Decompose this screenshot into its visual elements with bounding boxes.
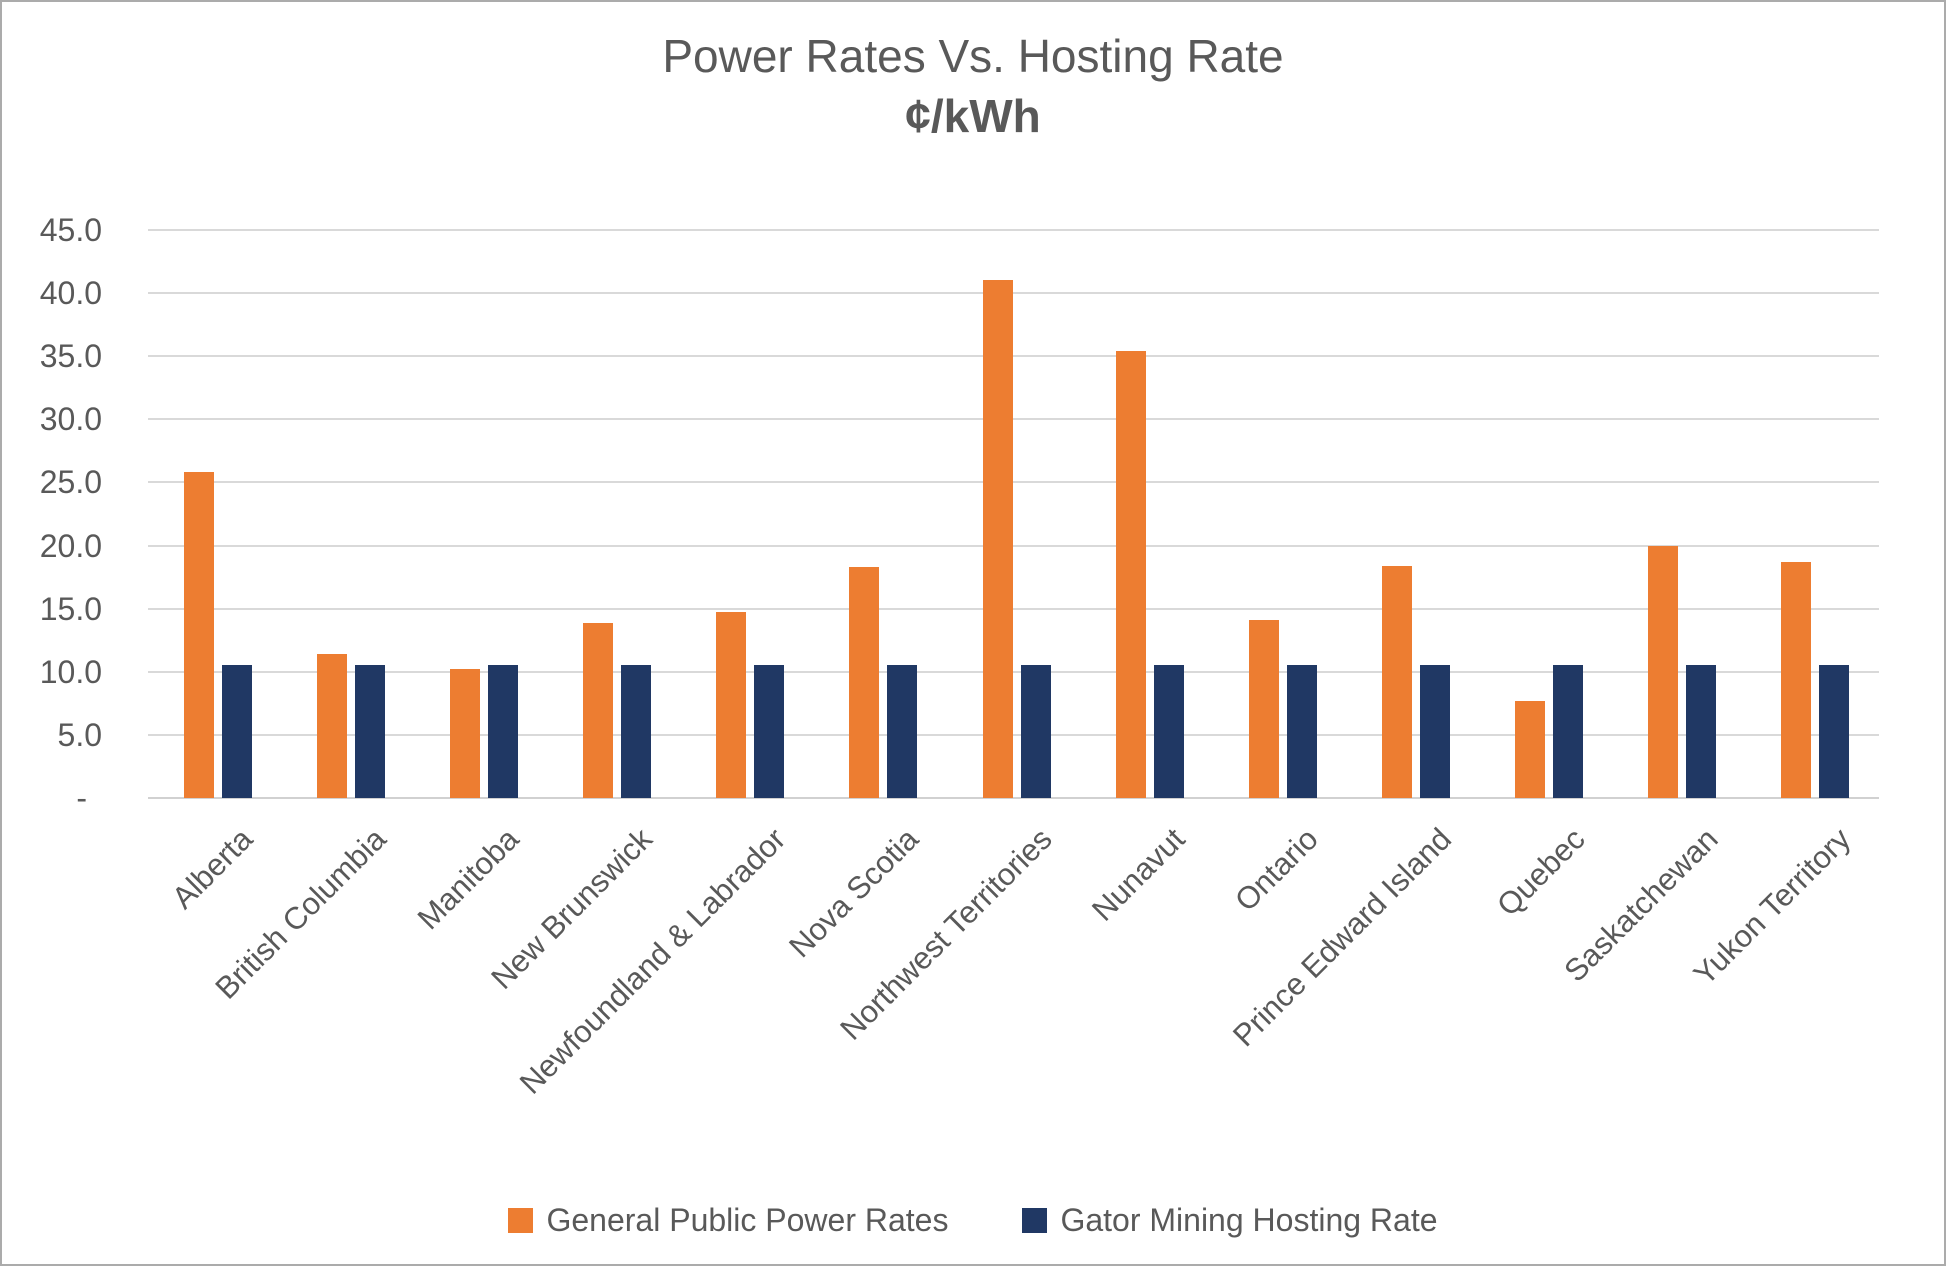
- legend-label-power-rates: General Public Power Rates: [546, 1202, 949, 1238]
- power-rate-bar: [449, 669, 480, 798]
- chart-title-block: Power Rates Vs. Hosting Rate ¢/kWh: [2, 28, 1944, 144]
- power-rate-bar: [849, 567, 880, 798]
- hosting-rate-bar: [1553, 665, 1584, 798]
- power-rate-bar: [1781, 561, 1812, 798]
- hosting-rate-bar: [1153, 665, 1184, 798]
- hosting-rate-bar: [1419, 665, 1450, 798]
- power-rate-bar: [183, 472, 214, 798]
- x-axis-label: Alberta: [165, 821, 260, 916]
- x-axis-label: Ontario: [1228, 821, 1325, 918]
- y-axis-tick-label: 25.0: [39, 464, 102, 501]
- y-axis-tick-label: -: [76, 780, 87, 816]
- power-rate-bar: [1515, 700, 1546, 798]
- x-axis-label: Nova Scotia: [782, 821, 926, 965]
- gridline: [148, 544, 1879, 547]
- gridline: [148, 292, 1879, 295]
- hosting-rate-bar: [754, 665, 785, 798]
- legend-label-hosting-rate: Gator Mining Hosting Rate: [1060, 1202, 1438, 1238]
- hosting-rate-bar: [1286, 665, 1317, 798]
- chart-subtitle: ¢/kWh: [905, 90, 1041, 142]
- legend-item: General Public Power Rates: [508, 1202, 948, 1238]
- gridline: [148, 733, 1879, 736]
- hosting-rate-bar: [1020, 665, 1051, 798]
- y-axis-tick-label: 5.0: [57, 716, 102, 753]
- chart-title: Power Rates Vs. Hosting Rate: [662, 30, 1284, 82]
- x-axis-label: Prince Edward Island: [1226, 821, 1459, 1054]
- power-rate-bar: [716, 612, 747, 798]
- gridline: [148, 481, 1879, 484]
- gridline: [148, 670, 1879, 673]
- x-axis-line: [148, 797, 1879, 799]
- legend-swatch-hosting-rate: [1022, 1207, 1048, 1233]
- x-axis-label: Newfoundland & Labrador: [512, 821, 793, 1101]
- legend-swatch-power-rates: [508, 1207, 534, 1233]
- gridline: [148, 355, 1879, 358]
- gridline: [148, 229, 1879, 231]
- x-axis-label: Quebec: [1489, 821, 1592, 923]
- power-rate-bar: [1115, 351, 1146, 798]
- power-rate-bar: [316, 654, 347, 798]
- y-axis-tick-label: 20.0: [39, 527, 102, 564]
- power-rate-bar: [1381, 565, 1412, 798]
- y-axis-tick-label: 15.0: [39, 590, 102, 627]
- hosting-rate-bar: [621, 665, 652, 798]
- power-rate-bar: [982, 280, 1013, 798]
- y-axis-tick-label: 45.0: [39, 212, 102, 248]
- legend: General Public Power Rates Gator Mining …: [2, 1202, 1944, 1238]
- hosting-rate-bar: [221, 665, 252, 798]
- power-rate-bar: [1248, 620, 1279, 798]
- hosting-rate-bar: [1819, 665, 1850, 798]
- power-rate-bar: [1648, 545, 1679, 798]
- y-axis-tick-label: 10.0: [39, 653, 102, 690]
- x-axis-label: Manitoba: [411, 821, 526, 937]
- gridline: [148, 607, 1879, 610]
- power-rate-bar: [583, 622, 614, 798]
- hosting-rate-bar: [887, 665, 918, 798]
- hosting-rate-bar: [354, 665, 385, 798]
- gridline: [148, 418, 1879, 421]
- y-axis-tick-label: 40.0: [39, 275, 102, 312]
- y-axis-tick-label: 35.0: [39, 338, 102, 375]
- x-axis-label: Nunavut: [1085, 821, 1192, 928]
- hosting-rate-bar: [1686, 665, 1717, 798]
- hosting-rate-bar: [487, 665, 518, 798]
- y-axis-tick-label: 30.0: [39, 401, 102, 438]
- legend-item: Gator Mining Hosting Rate: [1022, 1202, 1438, 1238]
